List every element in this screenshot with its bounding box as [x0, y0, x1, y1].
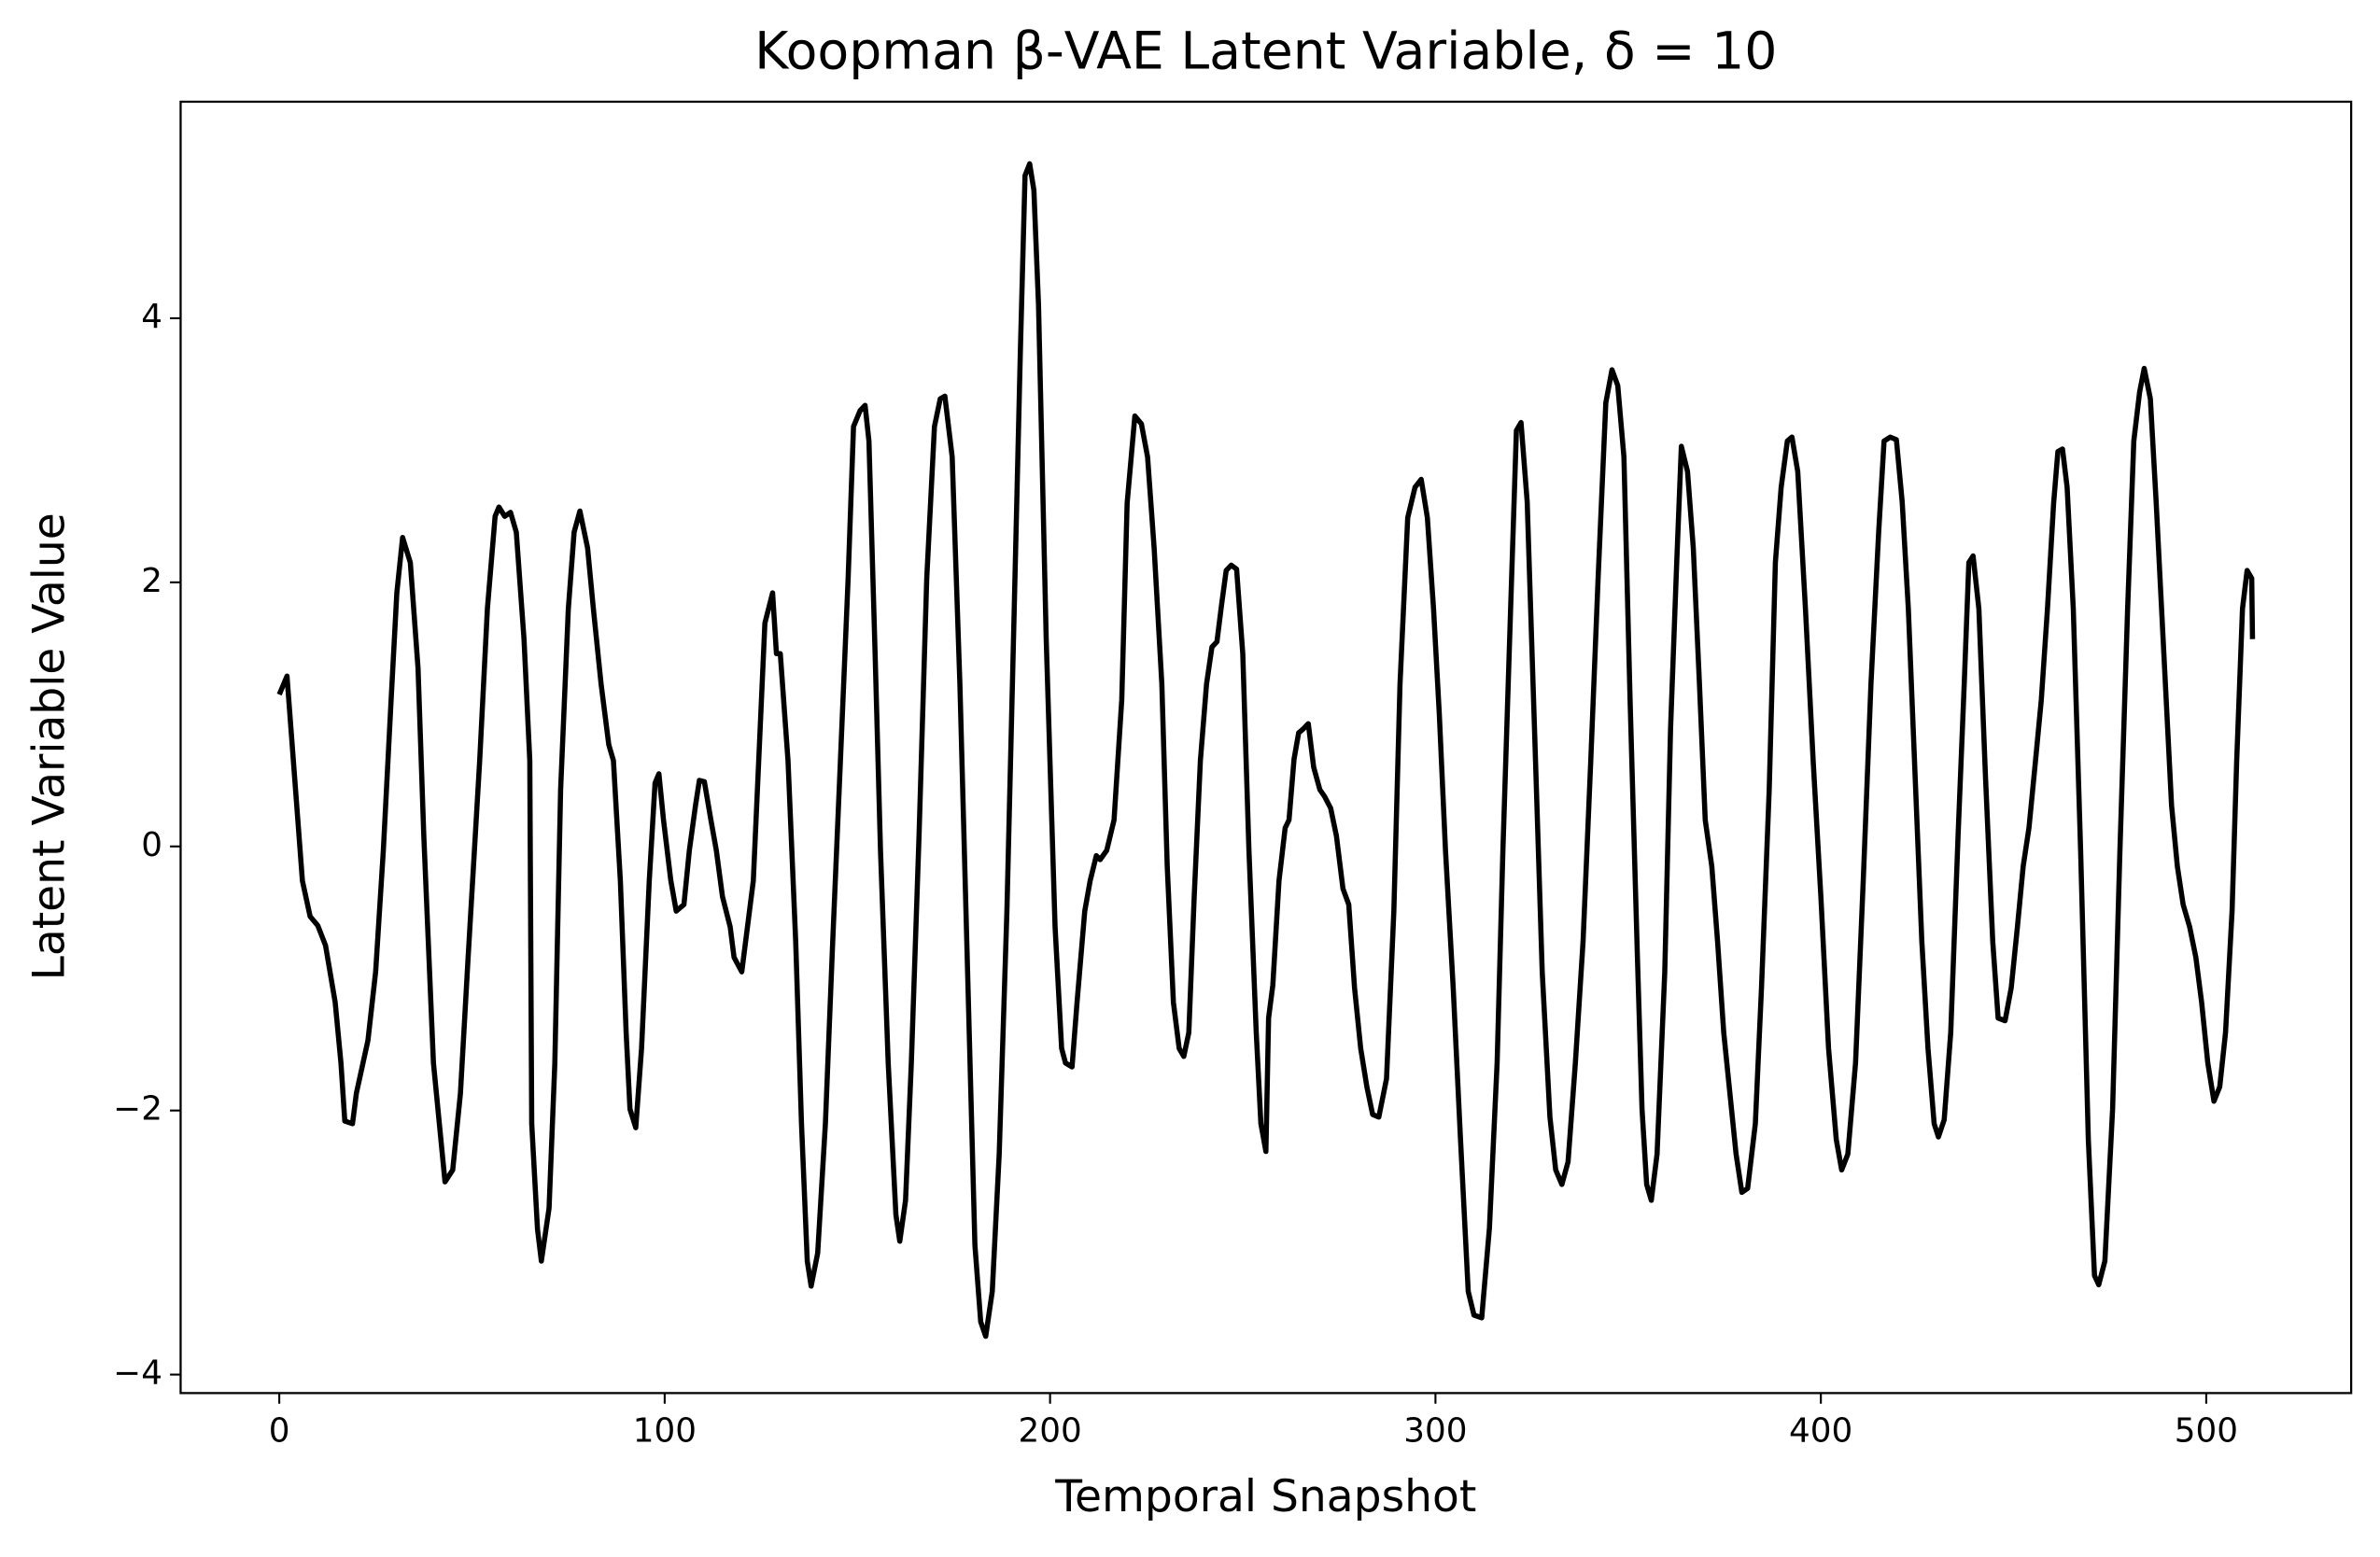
plot-frame — [179, 100, 2353, 1395]
data-line — [276, 161, 2256, 1340]
x-tick-label: 200 — [1019, 1412, 1082, 1451]
x-tick-label: 400 — [1789, 1412, 1852, 1451]
y-axis-label: Latent Variable Value — [23, 512, 75, 980]
y-tick-label: −2 — [113, 1090, 162, 1129]
y-tick-label: 4 — [141, 298, 162, 336]
x-axis-label: Temporal Snapshot — [1054, 1471, 1476, 1522]
x-tick-label: 500 — [2175, 1412, 2238, 1451]
x-tick-label: 100 — [633, 1412, 697, 1451]
y-tick-label: 0 — [141, 826, 162, 864]
chart-title: Koopman β-VAE Latent Variable, δ = 10 — [754, 22, 1777, 82]
y-tick-label: −4 — [113, 1354, 162, 1393]
x-tick-label: 0 — [269, 1412, 290, 1451]
x-tick-label: 300 — [1403, 1412, 1467, 1451]
y-tick-label: 2 — [141, 562, 162, 600]
